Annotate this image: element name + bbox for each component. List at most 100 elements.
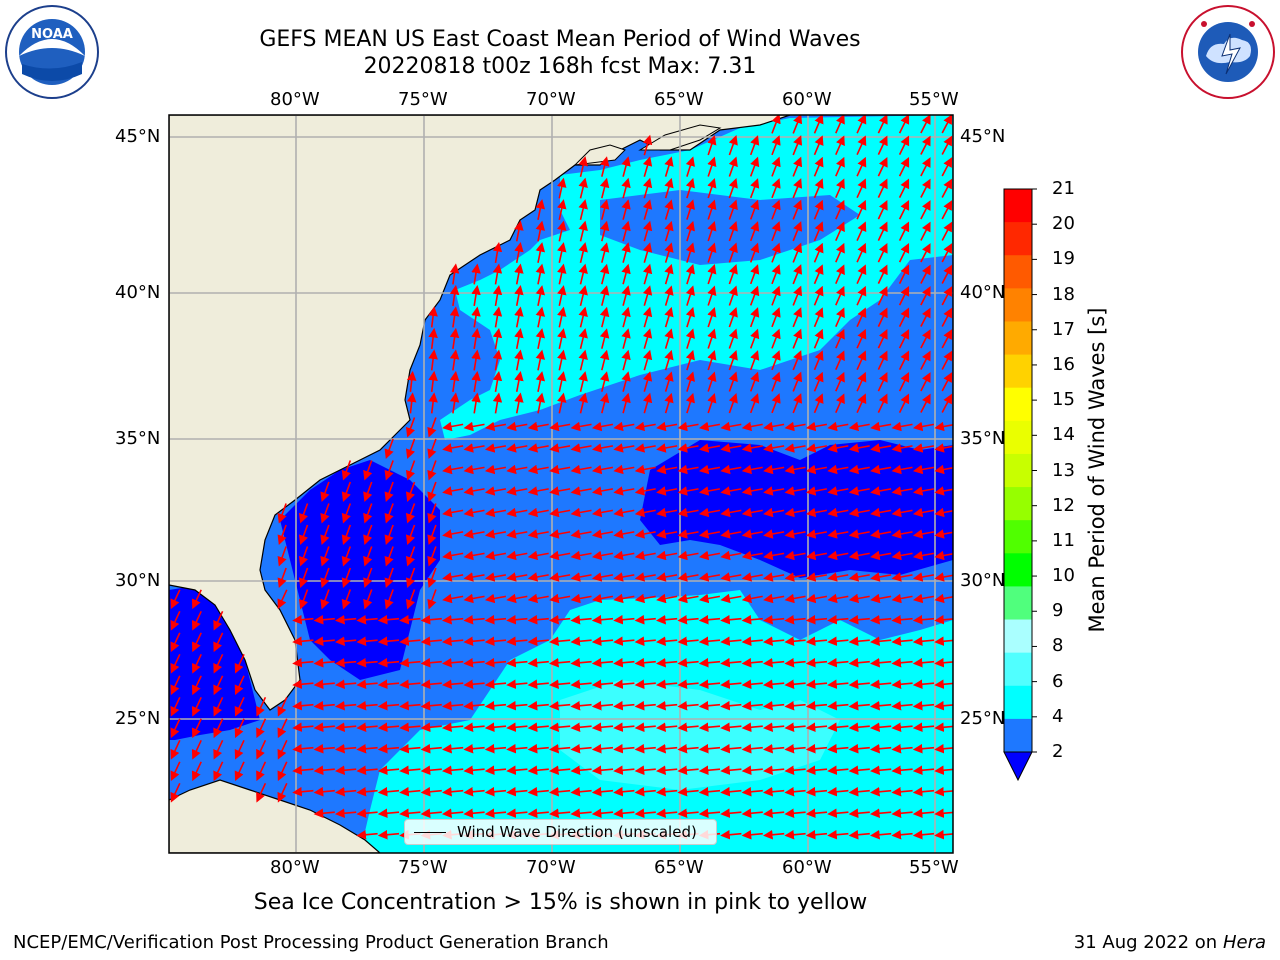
wind-wave-arrow (677, 572, 699, 582)
wind-wave-arrow (557, 371, 567, 392)
wind-wave-arrow (591, 743, 614, 754)
wind-wave-arrow (613, 657, 635, 668)
wind-wave-arrow (471, 327, 481, 350)
wind-wave-arrow (170, 696, 181, 717)
wind-wave-arrow (634, 443, 656, 453)
wind-wave-arrow (634, 486, 656, 496)
wind-wave-arrow (405, 417, 416, 438)
wind-wave-arrow (427, 524, 437, 546)
colorbar-tick-label: 9 (1052, 600, 1064, 622)
wind-wave-arrow (463, 722, 485, 733)
wind-wave-arrow (891, 765, 913, 776)
wind-wave-arrow (805, 421, 828, 432)
wind-wave-arrow (591, 550, 614, 561)
wind-wave-arrow (292, 657, 314, 668)
wind-wave-arrow (741, 443, 763, 453)
wind-wave-arrow (442, 572, 464, 582)
wind-wave-arrow (920, 350, 931, 370)
wind-wave-arrow (634, 636, 656, 647)
wind-wave-arrow (912, 743, 935, 754)
wind-wave-arrow (356, 829, 378, 840)
colorbar-segment (1004, 321, 1032, 356)
wind-wave-arrow (891, 443, 913, 453)
wind-wave-arrow (463, 529, 485, 539)
wind-wave-arrow (506, 657, 528, 668)
wind-wave-arrow (313, 722, 335, 733)
wind-wave-arrow (471, 284, 481, 307)
wind-wave-arrow (805, 829, 828, 840)
wind-wave-arrow (570, 657, 592, 668)
wind-wave-arrow (827, 679, 849, 690)
wind-wave-arrow (634, 529, 656, 539)
wind-wave-arrow (728, 177, 738, 199)
wind-wave-arrow (471, 370, 481, 393)
wind-wave-arrow (835, 264, 845, 285)
wind-wave-arrow (599, 306, 610, 328)
wind-wave-arrow (356, 722, 378, 733)
wind-wave-arrow (335, 700, 357, 711)
wind-wave-arrow (449, 349, 460, 371)
wind-wave-arrow (720, 614, 742, 625)
wind-wave-arrow (613, 486, 635, 496)
wind-wave-arrow (677, 808, 699, 819)
wind-wave-arrow (405, 524, 416, 546)
wind-wave-arrow (698, 808, 721, 819)
wind-wave-arrow (506, 765, 528, 776)
wind-wave-arrow (420, 636, 442, 647)
wind-wave-arrow (363, 524, 373, 546)
wind-wave-arrow (741, 507, 763, 518)
wind-wave-arrow (870, 765, 892, 776)
wind-wave-arrow (912, 507, 935, 518)
wind-wave-arrow (664, 371, 674, 392)
wind-wave-arrow (891, 486, 913, 496)
wind-wave-arrow (449, 327, 460, 350)
wind-wave-arrow (514, 349, 524, 371)
wind-wave-arrow (720, 421, 742, 432)
wind-wave-arrow (792, 156, 803, 177)
wind-wave-arrow (728, 306, 738, 328)
wind-wave-arrow (827, 421, 849, 432)
wind-wave-arrow (471, 349, 481, 371)
wind-wave-arrow (570, 507, 592, 518)
wind-wave-arrow (912, 808, 935, 819)
wind-wave-arrow (384, 438, 394, 460)
wind-wave-arrow (771, 328, 781, 349)
wind-wave-arrow (891, 507, 913, 518)
wind-wave-arrow (506, 700, 528, 711)
wind-wave-arrow (621, 306, 631, 328)
wind-wave-arrow (535, 392, 546, 414)
wind-wave-arrow (578, 242, 588, 263)
wind-wave-arrow (784, 829, 806, 840)
wind-wave-arrow (870, 464, 892, 475)
wind-wave-arrow (792, 199, 803, 220)
plot-title: GEFS MEAN US East Coast Mean Period of W… (259, 27, 861, 52)
wind-wave-arrow (698, 486, 721, 496)
wind-wave-arrow (377, 743, 400, 754)
wind-wave-arrow (848, 722, 870, 733)
wind-wave-arrow (442, 486, 464, 496)
wind-wave-arrow (813, 199, 824, 220)
wind-wave-arrow (277, 589, 288, 610)
wind-wave-arrow (335, 614, 357, 625)
wind-wave-arrow (170, 675, 181, 696)
wind-wave-arrow (335, 657, 357, 668)
wind-wave-arrow (784, 593, 806, 604)
wind-wave-arrow (763, 786, 785, 797)
wind-wave-arrow (784, 443, 806, 453)
wind-wave-arrow (557, 242, 567, 263)
wind-wave-arrow (677, 614, 699, 625)
wind-wave-arrow (720, 529, 742, 539)
wind-wave-arrow (335, 808, 357, 819)
wind-wave-arrow (313, 700, 335, 711)
wind-wave-arrow (277, 546, 287, 567)
wind-wave-arrow (313, 743, 335, 754)
wind-wave-arrow (591, 464, 614, 475)
wind-wave-arrow (320, 524, 330, 546)
wind-wave-arrow (707, 134, 717, 156)
wind-wave-arrow (792, 285, 803, 306)
wind-wave-arrow (570, 700, 592, 711)
wind-wave-arrow (506, 443, 528, 453)
wind-wave-arrow (506, 808, 528, 819)
wind-wave-arrow (891, 593, 913, 604)
wind-wave-arrow (827, 443, 849, 453)
